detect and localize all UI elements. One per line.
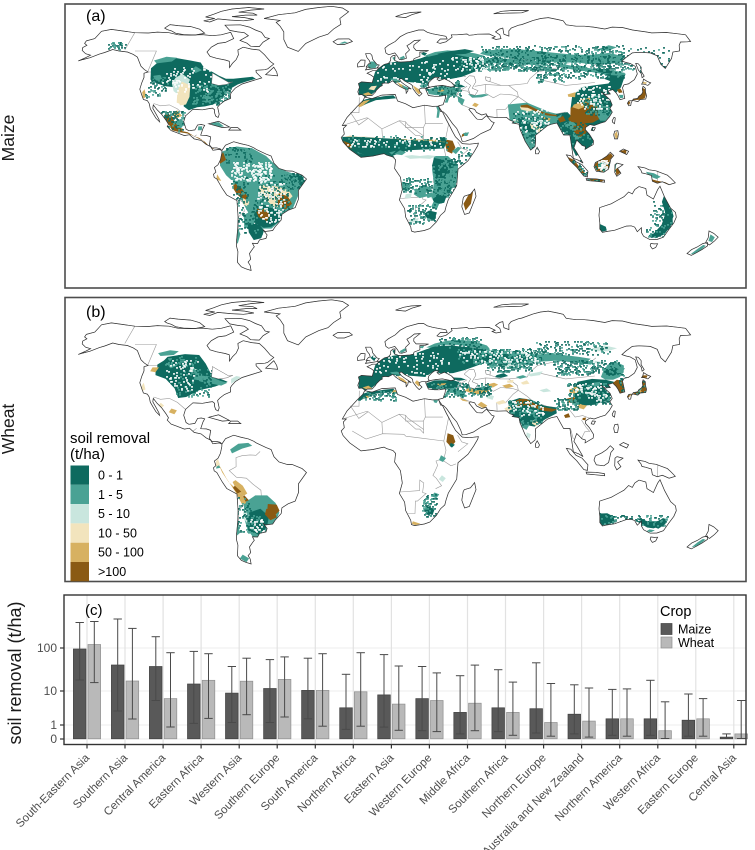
svg-text:Wheat: Wheat (678, 636, 715, 650)
svg-text:50 - 100: 50 - 100 (98, 546, 144, 560)
svg-text:Maize: Maize (0, 115, 18, 162)
svg-text:0 - 1: 0 - 1 (98, 469, 123, 483)
svg-text:10 - 50: 10 - 50 (98, 526, 137, 540)
svg-text:(c): (c) (85, 602, 103, 619)
svg-text:(a): (a) (86, 8, 106, 25)
svg-text:100: 100 (37, 641, 57, 655)
svg-text:1 - 5: 1 - 5 (98, 488, 123, 502)
svg-text:Maize: Maize (678, 623, 711, 637)
svg-text:10: 10 (44, 684, 58, 698)
svg-text:>100: >100 (98, 565, 126, 579)
svg-text:soil removal (t/ha): soil removal (t/ha) (5, 601, 25, 744)
svg-text:soil removal: soil removal (70, 430, 150, 447)
svg-text:1: 1 (50, 718, 57, 732)
svg-text:(b): (b) (86, 304, 106, 321)
svg-text:5 - 10: 5 - 10 (98, 507, 130, 521)
svg-text:Crop: Crop (660, 604, 691, 620)
svg-text:(t/ha): (t/ha) (70, 446, 105, 463)
svg-text:Wheat: Wheat (0, 404, 18, 455)
svg-text:0: 0 (50, 732, 57, 746)
